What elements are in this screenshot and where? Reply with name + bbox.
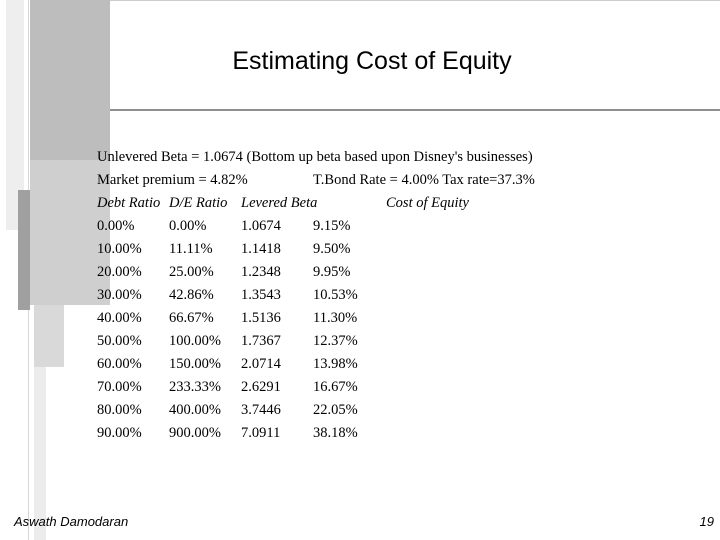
page-number: 19: [699, 514, 714, 529]
cost-of-equity-cell: 9.95%: [313, 264, 351, 280]
de-ratio-cell: 400.00%: [169, 402, 221, 418]
de-ratio-cell: 0.00%: [169, 218, 207, 234]
levered-beta-cell: 1.3543: [241, 287, 281, 303]
levered-beta-cell: 1.7367: [241, 333, 281, 349]
debt-ratio-cell: 80.00%: [97, 402, 142, 418]
de-ratio-cell: 42.86%: [169, 287, 214, 303]
cost-of-equity-cell: 11.30%: [313, 310, 358, 326]
left-gray-block-dark: [30, 0, 110, 160]
cost-of-equity-cell: 16.67%: [313, 379, 358, 395]
market-premium-label: Market premium = 4.82%: [97, 172, 248, 188]
title-divider: [110, 109, 720, 111]
debt-ratio-cell: 10.00%: [97, 241, 142, 257]
de-ratio-cell: 66.67%: [169, 310, 214, 326]
debt-ratio-cell: 70.00%: [97, 379, 142, 395]
debt-ratio-cell: 50.00%: [97, 333, 142, 349]
cost-of-equity-cell: 12.37%: [313, 333, 358, 349]
levered-beta-cell: 2.6291: [241, 379, 281, 395]
levered-beta-cell: 3.7446: [241, 402, 281, 418]
de-ratio-cell: 233.33%: [169, 379, 221, 395]
de-ratio-cell: 150.00%: [169, 356, 221, 372]
bond-rate-label: T.Bond Rate = 4.00% Tax rate=37.3%: [313, 172, 535, 188]
de-ratio-cell: 25.00%: [169, 264, 214, 280]
top-border-line: [110, 0, 720, 1]
de-ratio-cell: 100.00%: [169, 333, 221, 349]
header-cost-of-equity: Cost of Equity: [386, 195, 469, 211]
cost-of-equity-cell: 22.05%: [313, 402, 358, 418]
cost-of-equity-cell: 9.50%: [313, 241, 351, 257]
left-dark-bar: [18, 190, 30, 310]
de-ratio-cell: 11.11%: [169, 241, 213, 257]
debt-ratio-cell: 60.00%: [97, 356, 142, 372]
debt-ratio-cell: 90.00%: [97, 425, 142, 441]
debt-ratio-cell: 0.00%: [97, 218, 135, 234]
levered-beta-cell: 2.0714: [241, 356, 281, 372]
levered-beta-cell: 1.5136: [241, 310, 281, 326]
levered-beta-cell: 1.2348: [241, 264, 281, 280]
cost-of-equity-cell: 10.53%: [313, 287, 358, 303]
left-light-bar: [6, 0, 24, 230]
debt-ratio-cell: 40.00%: [97, 310, 142, 326]
levered-beta-cell: 1.1418: [241, 241, 281, 257]
cost-of-equity-cell: 9.15%: [313, 218, 351, 234]
debt-ratio-cell: 30.00%: [97, 287, 142, 303]
slide-title: Estimating Cost of Equity: [232, 47, 512, 75]
cost-of-equity-cell: 13.98%: [313, 356, 358, 372]
de-ratio-cell: 900.00%: [169, 425, 221, 441]
footer-author: Aswath Damodaran: [14, 514, 129, 529]
levered-beta-cell: 1.0674: [241, 218, 281, 234]
header-levered-beta: Levered Beta: [241, 195, 318, 211]
unlevered-beta-line: Unlevered Beta = 1.0674 (Bottom up beta …: [97, 149, 533, 165]
left-thin-bar: [34, 367, 46, 540]
cost-of-equity-cell: 38.18%: [313, 425, 358, 441]
left-small-block: [34, 305, 64, 367]
levered-beta-cell: 7.0911: [241, 425, 281, 441]
header-de-ratio: D/E Ratio: [169, 195, 228, 211]
debt-ratio-cell: 20.00%: [97, 264, 142, 280]
header-debt-ratio: Debt Ratio: [97, 195, 161, 211]
